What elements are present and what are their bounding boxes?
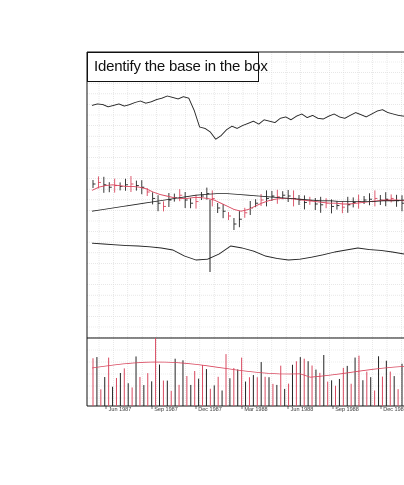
moving-average-short-line [91, 184, 404, 212]
x-tick-label: Jun 1988 [291, 407, 314, 413]
x-tick-label: Sep 1987 [154, 407, 178, 413]
volume-average-line [91, 361, 404, 378]
x-tick-label: Sep 1988 [335, 407, 359, 413]
chart-title: Identify the base in the box [87, 52, 268, 82]
lower-envelope-line [91, 242, 404, 261]
x-tick-label: Mar 1988 [244, 407, 267, 413]
x-tick-label: Dec 1988 [383, 407, 404, 413]
moving-average-long-line [91, 193, 404, 212]
x-tick-label: Jun 1987 [109, 407, 132, 413]
x-tick-label: Dec 1987 [198, 407, 222, 413]
relative-strength-line [91, 95, 404, 140]
